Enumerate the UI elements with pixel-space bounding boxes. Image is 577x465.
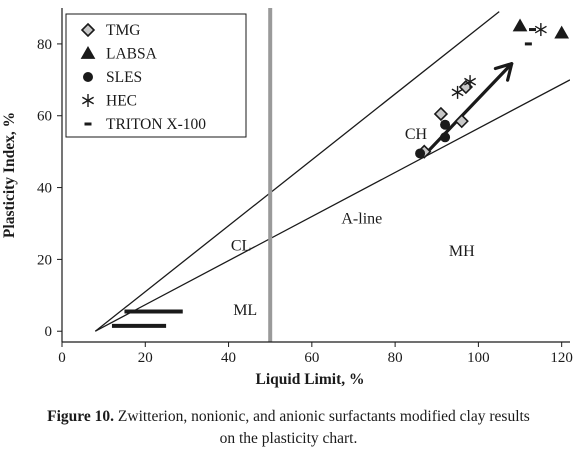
- data-points: [415, 18, 570, 159]
- point-tmg-3: [454, 113, 469, 129]
- caption-line-1: Figure 10. Zwitterion, nonionic, and ani…: [0, 406, 577, 428]
- legend-label-triton-x-100: TRITON X-100: [106, 116, 206, 133]
- caption-text-1: Zwitterion, nonionic, and anionic surfac…: [114, 408, 530, 425]
- caption-figure-label: Figure 10.: [47, 408, 115, 425]
- clay-band: [111, 309, 183, 328]
- trend-arrow-head: [493, 62, 514, 82]
- x-tick-label-100: 100: [467, 350, 490, 366]
- point-sles-1: [415, 148, 426, 159]
- legend: TMG LABSA SLES HEC TRITON X-100: [65, 13, 247, 138]
- point-sles-2: [440, 132, 451, 143]
- y-tick-label-60: 60: [37, 109, 52, 125]
- x-tick-label-60: 60: [304, 350, 319, 366]
- region-label-ch: CH: [405, 126, 428, 143]
- x-tick-label-40: 40: [221, 350, 236, 366]
- point-tmg-2: [433, 106, 449, 122]
- ref-line-a-line: [95, 79, 570, 332]
- region-label-a-line: A-line: [341, 210, 382, 227]
- x-tick-label-80: 80: [388, 350, 403, 366]
- legend-label-labsa: LABSA: [106, 46, 158, 63]
- legend-marker-hec: [82, 94, 94, 107]
- region-label-cl: CL: [231, 237, 251, 254]
- point-hec-1: [451, 85, 464, 99]
- legend-marker-sles: [83, 72, 93, 82]
- point-triton-x-100-2: [529, 28, 537, 32]
- y-tick-label-80: 80: [37, 37, 52, 53]
- y-tick-label-0: 0: [45, 324, 53, 340]
- y-tick-label-40: 40: [37, 181, 52, 197]
- x-axis-label: Liquid Limit, %: [256, 371, 365, 388]
- point-labsa-2: [554, 25, 570, 39]
- region-labels: CH CL ML MH A-line: [231, 126, 475, 319]
- x-tick-label-0: 0: [58, 350, 66, 366]
- point-hec-2: [464, 75, 477, 89]
- region-label-ml: ML: [233, 302, 257, 319]
- x-tick-label-20: 20: [138, 350, 153, 366]
- legend-box: [65, 13, 247, 138]
- y-axis-label: Plasticity Index, %: [1, 112, 18, 238]
- axes: [61, 8, 570, 343]
- figure-caption: Figure 10. Zwitterion, nonionic, and ani…: [0, 406, 577, 450]
- x-tick-label-120: 120: [550, 350, 573, 366]
- legend-label-hec: HEC: [106, 93, 137, 110]
- ref-line-u-line: [94, 11, 500, 332]
- point-hec-3: [534, 23, 547, 37]
- trend-arrow: [422, 62, 514, 157]
- legend-label-sles: SLES: [106, 69, 142, 86]
- trend-arrow-shaft: [422, 62, 514, 157]
- region-label-mh: MH: [449, 243, 475, 260]
- legend-label-tmg: TMG: [106, 22, 140, 39]
- point-triton-x-100-1: [524, 42, 532, 46]
- reference-lines: [94, 8, 570, 342]
- caption-line-2: on the plasticity chart.: [219, 430, 358, 447]
- y-tick-label-20: 20: [37, 252, 52, 268]
- legend-marker-triton-x-100: [84, 122, 92, 126]
- axis-ticks: 0 20 40 60 80 100 120 0 20 40 60 80: [37, 37, 573, 366]
- point-sles-3: [440, 119, 451, 130]
- legend-marker-labsa: [80, 45, 96, 59]
- legend-marker-tmg: [80, 22, 96, 38]
- point-labsa-1: [512, 18, 528, 32]
